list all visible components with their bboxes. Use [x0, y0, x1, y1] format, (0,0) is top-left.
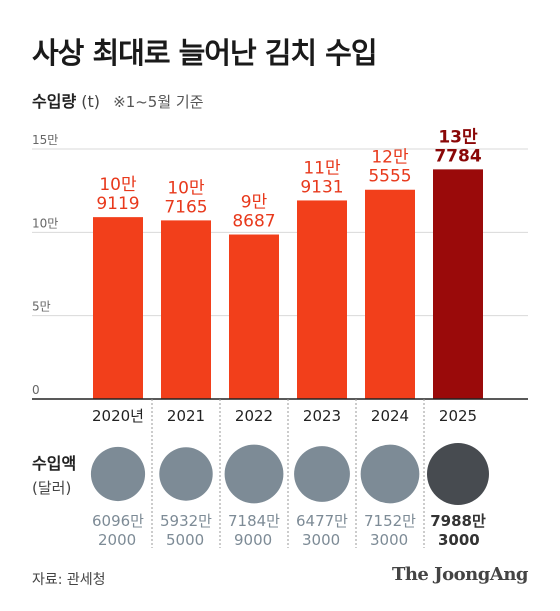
bar	[161, 220, 211, 399]
import-value-circle	[427, 443, 489, 505]
import-value-text: 5000	[166, 531, 204, 549]
bar	[365, 189, 415, 399]
y-axis-label: 수입량	[32, 92, 77, 111]
import-value-text: 7988만	[430, 512, 486, 530]
import-value-text: 2000	[98, 531, 136, 549]
bar-value-label: 13만	[438, 127, 478, 147]
bar	[229, 234, 279, 399]
bar-value-label: 7784	[434, 146, 481, 166]
y-tick-label: 15만	[32, 133, 58, 147]
import-value-text: 6096만	[92, 512, 144, 530]
bar	[297, 200, 347, 399]
source-note: 자료: 관세청	[32, 572, 106, 588]
bar-value-label: 9119	[96, 194, 139, 214]
period-note: ※1~5월 기준	[113, 93, 204, 111]
bar	[93, 217, 143, 399]
bar-value-label: 12만	[371, 148, 409, 168]
import-value-text: 3000	[438, 531, 480, 549]
brand-logo: The JoongAng	[391, 564, 529, 585]
bar-value-label: 10만	[99, 175, 137, 195]
y-tick-label: 0	[32, 383, 40, 397]
x-tick-label: 2021	[167, 407, 205, 425]
import-value-circle	[90, 446, 146, 502]
x-tick-label: 2023	[303, 407, 341, 425]
y-axis-unit: (t)	[81, 92, 101, 111]
import-value-text: 7184만	[228, 512, 280, 530]
import-value-text: 9000	[234, 531, 272, 549]
import-value-text: 6477만	[296, 512, 348, 530]
import-value-unit: (달러)	[32, 479, 71, 497]
y-tick-label: 5만	[32, 300, 51, 314]
y-tick-label: 10만	[32, 216, 58, 230]
bar-value-label: 10만	[167, 178, 205, 198]
import-value-circle	[224, 444, 284, 504]
import-value-text: 7152만	[364, 512, 416, 530]
import-value-text: 5932만	[160, 512, 212, 530]
chart-title: 사상 최대로 늘어난 김치 수입	[32, 36, 378, 70]
import-value-text: 3000	[370, 531, 408, 549]
x-tick-label: 2022	[235, 407, 273, 425]
import-value-circle	[294, 446, 350, 502]
import-value-circle	[159, 447, 213, 501]
bar-value-label: 5555	[368, 167, 411, 187]
chart-subtitle: 수입량 (t) ※1~5월 기준	[32, 88, 204, 112]
x-tick-label: 2024	[371, 407, 409, 425]
bar-value-label: 9만	[241, 193, 268, 213]
import-value-text: 3000	[302, 531, 340, 549]
import-value-circle	[360, 444, 420, 504]
bar-value-label: 11만	[303, 158, 341, 178]
import-value-label: 수입액	[32, 454, 76, 473]
bar-value-label: 9131	[300, 177, 343, 197]
bar-value-label: 7165	[164, 197, 207, 217]
x-tick-label: 2025	[439, 407, 477, 425]
bar-value-label: 8687	[232, 212, 275, 232]
x-tick-label: 2020년	[92, 407, 144, 425]
bar	[433, 169, 483, 399]
